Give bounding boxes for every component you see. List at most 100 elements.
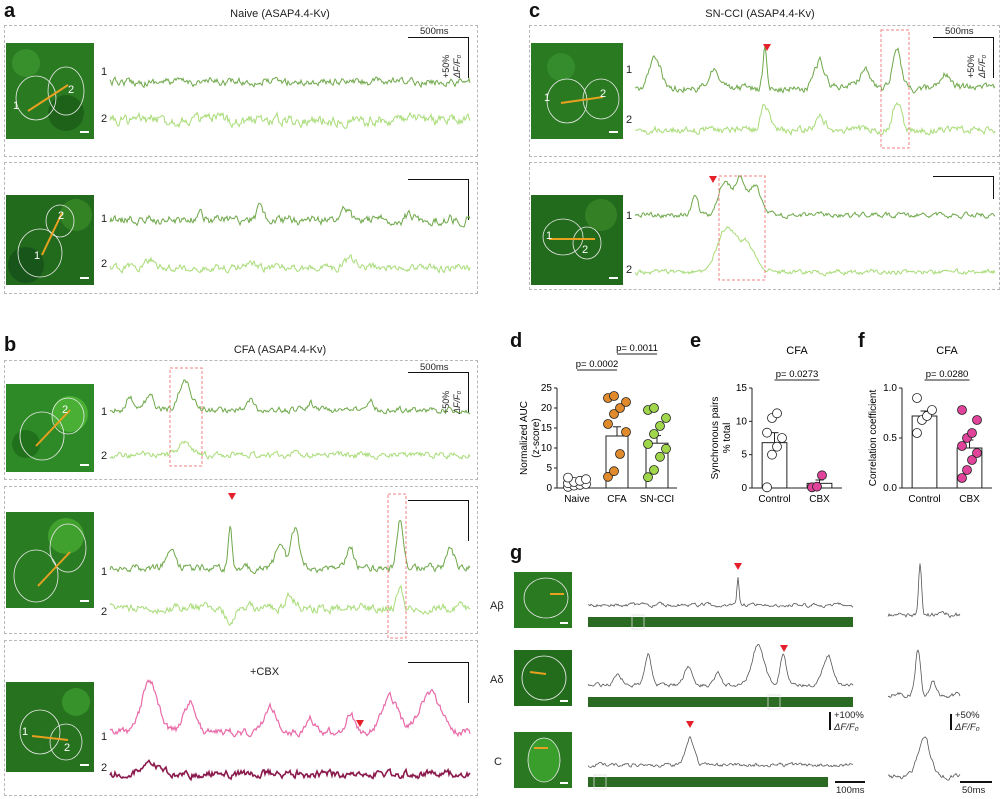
chart-d-point-0-8 xyxy=(563,472,573,483)
chart-d-point-2-2 xyxy=(655,451,665,462)
panel-c-row2-trace1-label: 1 xyxy=(626,210,633,222)
panel-c-row1-cell2-label: 2 xyxy=(600,88,607,100)
panel-a-row2-image xyxy=(6,195,94,285)
panel-c-row2-cell2-label: 2 xyxy=(582,244,589,256)
panel-g-row2-arrow xyxy=(780,645,788,652)
panel-g-scale-bar-time-2 xyxy=(960,781,992,783)
panel-g-row3-label: C xyxy=(494,756,502,768)
chart-f-point-1-2 xyxy=(967,455,977,465)
chart-d-xlabel-0: Naive xyxy=(564,494,590,505)
chart-e-xlabel-0: Control xyxy=(758,494,790,505)
panel-b-row1-trace2-label: 2 xyxy=(101,450,108,462)
panel-g-row1-scan-box xyxy=(631,614,645,630)
chart-f-point-1-0 xyxy=(957,473,967,483)
chart-d-ytick-label: 10 xyxy=(541,443,553,454)
chart-d-ytick-label: 25 xyxy=(541,383,553,394)
chart-f-point-1-3 xyxy=(972,448,982,458)
chart-d-ytick-label: 15 xyxy=(541,423,553,434)
panel-g-row3-image xyxy=(514,732,572,788)
panel-a-row2-cell2-label: 2 xyxy=(58,210,65,222)
panel-g-letter: g xyxy=(510,542,523,564)
chart-d-point-1-1 xyxy=(609,466,619,477)
panel-c-row2-trace-1 xyxy=(634,174,996,220)
panel-a-row2-trace1-label: 1 xyxy=(101,213,108,225)
chart-d-point-1-7 xyxy=(621,397,631,407)
panel-c-letter: c xyxy=(529,0,541,22)
panel-b-row1-trace-2 xyxy=(109,440,471,460)
panel-g-row3-trace xyxy=(587,735,854,768)
panel-e-letter: e xyxy=(690,330,702,352)
panel-c-row2-cell1-label: 1 xyxy=(546,230,553,242)
chart-f-title: CFA xyxy=(936,345,958,357)
chart-d-point-2-0 xyxy=(643,472,653,483)
panel-g-scale-bar-time-1 xyxy=(835,781,865,783)
chart-d-point-2-7 xyxy=(661,413,671,423)
chart-d-ylabel-line2: (z-score) xyxy=(531,418,542,457)
panel-b-row2-arrow xyxy=(228,493,236,500)
panel-g-row2-trace xyxy=(587,643,854,688)
panel-g-row3-scan-box xyxy=(593,774,607,790)
chart-f-xlabel-0: Control xyxy=(908,494,940,505)
panel-c-row1-image xyxy=(531,43,623,139)
chart-e-point-0-6 xyxy=(772,408,782,419)
panel-a-letter: a xyxy=(4,0,16,22)
panel-b-row3-scale-bar xyxy=(408,662,469,703)
chart-f-point-1-6 xyxy=(967,428,977,438)
panel-a-row1-box xyxy=(4,25,478,157)
panel-b-row2-event-box xyxy=(387,493,407,639)
chart-f-point-1-8 xyxy=(957,405,967,415)
panel-g-row2-linescan xyxy=(588,697,853,707)
panel-c-row1-event-box xyxy=(880,29,910,149)
panel-b-scale-bar xyxy=(408,372,469,413)
panel-a-row2-trace-2 xyxy=(109,253,471,274)
chart-f-xlabel-1: CBX xyxy=(959,494,980,505)
panel-b-row3-cell1-label: 1 xyxy=(22,726,29,738)
panel-c-row1-arrow xyxy=(763,44,771,51)
panel-b-row1-trace1-label: 1 xyxy=(101,406,108,418)
panel-c-row2-scale-bar xyxy=(933,176,994,199)
panel-f-letter: f xyxy=(858,330,865,352)
panel-c-row1-cell1-label: 1 xyxy=(544,92,551,104)
panel-b-row3-cell2-label: 2 xyxy=(64,742,71,754)
chart-e-point-0-4 xyxy=(762,427,772,438)
panel-c-row2-trace-2 xyxy=(634,226,996,277)
chart-e-point-0-0 xyxy=(762,482,772,493)
panel-c-title: SN-CCI (ASAP4.4-Kv) xyxy=(705,8,815,20)
chart-d-cmp-label-0: p= 0.0002 xyxy=(576,359,619,370)
panel-b-letter: b xyxy=(4,334,17,356)
panel-b-row2-scale-bar xyxy=(408,500,469,541)
panel-a-row1-trace-1 xyxy=(109,76,471,89)
chart-e-point-0-1 xyxy=(767,449,777,460)
panel-b-cbx-label: +CBX xyxy=(250,666,280,678)
panel-b-title: CFA (ASAP4.4-Kv) xyxy=(233,344,327,356)
panel-a-row2-cell1-label: 1 xyxy=(34,250,41,262)
panel-c-row2-trace2-label: 2 xyxy=(626,264,633,276)
chart-d-point-2-1 xyxy=(649,465,659,475)
panel-b-row1-trace-1 xyxy=(109,379,471,415)
chart-d-cmp-label-1: p= 0.0011 xyxy=(616,343,658,354)
panel-b-row1-cell2-label: 2 xyxy=(62,404,69,416)
panel-a-row1-trace-2 xyxy=(109,111,471,129)
chart-d-point-2-5 xyxy=(649,429,659,439)
chart-d-point-2-9 xyxy=(649,403,659,413)
chart-e-point-1-2 xyxy=(817,470,827,481)
panel-a-traces xyxy=(109,76,471,274)
panel-g-row2-zoom-trace xyxy=(887,649,961,699)
panel-a-title: Naive (ASAP4.4-Kv) xyxy=(230,8,330,20)
chart-f-cmp-label-0: p= 0.0280 xyxy=(926,369,969,380)
chart-d-point-1-6 xyxy=(615,403,625,413)
chart-f-ytick-label: 0.5 xyxy=(883,433,897,444)
panel-b-row2-trace2-label: 2 xyxy=(101,606,108,618)
chart-e-xlabel-1: CBX xyxy=(809,494,830,505)
panel-b-row2-trace1-label: 1 xyxy=(101,566,108,578)
chart-d-point-1-9 xyxy=(609,391,619,401)
chart-f-point-1-4 xyxy=(957,441,967,451)
chart-e-cmp-label-0: p= 0.0273 xyxy=(776,369,819,380)
panel-g-row1-linescan xyxy=(588,617,853,627)
panel-b-row2-trace-2 xyxy=(109,584,471,627)
panel-a-row1-trace1-label: 1 xyxy=(101,66,108,78)
panel-a-scale-time: 500ms xyxy=(420,26,449,37)
panel-b-row3-arrow xyxy=(356,720,364,727)
panel-b-row3-trace1-label: 1 xyxy=(101,731,108,743)
chart-f-point-1-7 xyxy=(972,415,982,425)
